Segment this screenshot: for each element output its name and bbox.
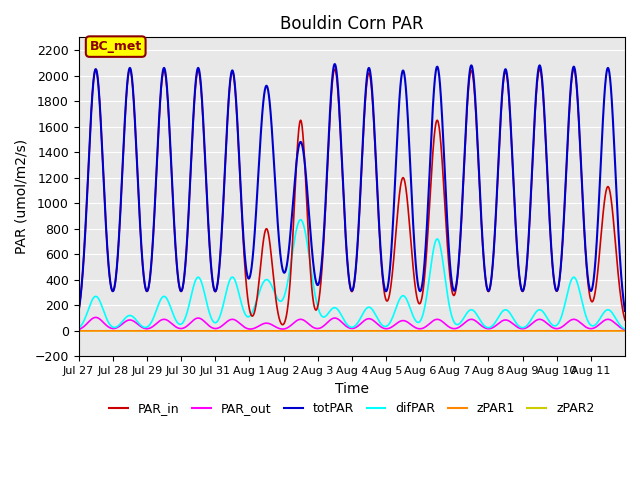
totPAR [247,268,255,274]
zPAR2 [516,328,524,334]
PAR_in [75,308,83,314]
X-axis label: Time: Time [335,382,369,396]
PAR_out [130,318,138,324]
difPAR [296,217,304,223]
zPAR2 [621,328,629,334]
PAR_out [248,326,255,332]
zPAR2 [247,328,255,334]
difPAR [385,322,392,327]
PAR_in [126,66,134,72]
PAR_in [548,249,556,255]
totPAR [547,244,555,250]
zPAR2 [547,328,555,334]
totPAR [331,61,339,67]
PAR_in [516,283,524,289]
PAR_out [614,323,621,328]
zPAR2 [75,328,83,334]
zPAR1 [129,328,137,334]
PAR_in [248,312,255,318]
zPAR1 [516,328,524,334]
totPAR [385,277,392,283]
PAR_in [130,95,138,100]
difPAR [516,324,524,330]
zPAR1 [385,328,392,334]
PAR_in [279,322,287,327]
zPAR1 [547,328,555,334]
Y-axis label: PAR (umol/m2/s): PAR (umol/m2/s) [15,139,29,254]
zPAR1 [621,328,629,334]
difPAR [129,314,137,320]
totPAR [129,90,137,96]
difPAR [621,326,629,332]
zPAR1 [75,328,83,334]
Legend: PAR_in, PAR_out, totPAR, difPAR, zPAR1, zPAR2: PAR_in, PAR_out, totPAR, difPAR, zPAR1, … [104,397,600,420]
zPAR1 [613,328,621,334]
PAR_out [547,324,555,330]
Line: PAR_out: PAR_out [79,317,625,330]
difPAR [614,318,621,324]
zPAR1 [247,328,255,334]
zPAR2 [385,328,392,334]
PAR_out [385,325,392,331]
difPAR [247,312,255,317]
Line: PAR_in: PAR_in [79,69,625,324]
Title: Bouldin Corn PAR: Bouldin Corn PAR [280,15,424,33]
PAR_out [516,325,524,331]
difPAR [75,325,83,331]
Line: totPAR: totPAR [79,64,625,311]
totPAR [614,209,621,215]
PAR_in [385,294,393,300]
PAR_in [614,265,621,271]
totPAR [621,308,629,314]
Text: BC_met: BC_met [90,40,142,53]
difPAR [547,321,555,327]
Line: difPAR: difPAR [79,220,625,329]
PAR_in [621,317,629,323]
PAR_out [75,327,83,333]
zPAR2 [613,328,621,334]
totPAR [75,308,83,314]
PAR_out [92,314,100,320]
zPAR2 [129,328,137,334]
totPAR [516,281,524,287]
PAR_out [621,327,629,333]
